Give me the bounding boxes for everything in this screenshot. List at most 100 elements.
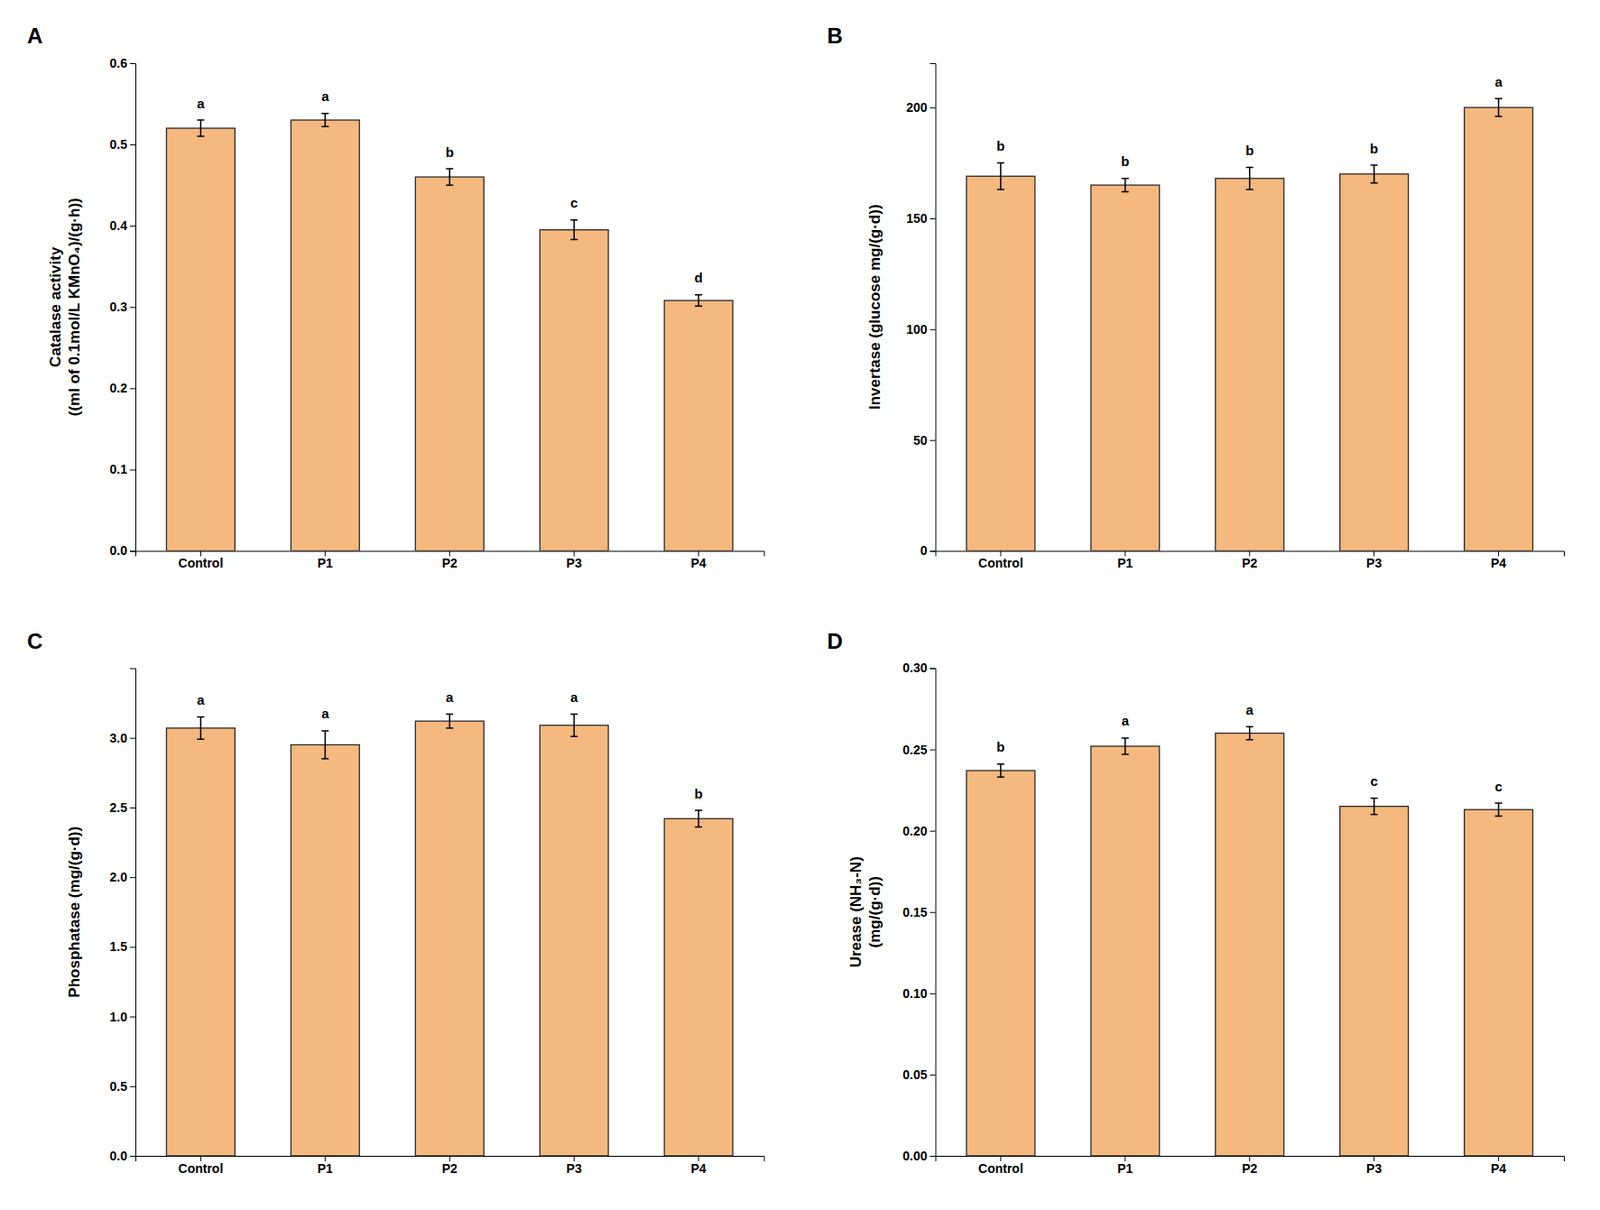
tick: P4: [1490, 551, 1507, 572]
significance-label: b: [996, 138, 1005, 154]
error-bar: [196, 120, 204, 137]
error-bar-cap: [1121, 191, 1129, 194]
tick: 1.5: [110, 939, 136, 954]
significance-label: a: [445, 689, 454, 705]
tick-label: P2: [1241, 1161, 1258, 1176]
tick-mark: [930, 831, 936, 833]
tick: 0.0: [110, 543, 136, 558]
panel: aaaab0.00.51.01.52.02.53.0ControlP1P2P3P…: [27, 628, 765, 1176]
significance-label: c: [1369, 773, 1378, 789]
significance-label: d: [694, 269, 703, 286]
tick-label: P4: [691, 555, 707, 571]
tick: P2: [1241, 551, 1258, 572]
bar: [1215, 178, 1285, 552]
error-bar: [321, 730, 329, 759]
significance-label: b: [1120, 153, 1129, 169]
tick: P3: [1366, 1156, 1382, 1176]
tick: 0.0: [110, 1148, 136, 1164]
error-bar-cap: [997, 188, 1005, 191]
error-bar-stem: [200, 120, 203, 137]
panel-label: A: [27, 23, 43, 48]
tick: P1: [1117, 1156, 1133, 1176]
significance-label: b: [445, 144, 454, 160]
tick: P2: [442, 551, 458, 572]
error-bar-cap: [570, 735, 578, 738]
tick: 0.10: [902, 986, 935, 1001]
significance-label: a: [1121, 712, 1130, 729]
tick-label: 0.25: [902, 742, 927, 758]
tick-label: 0.2: [110, 380, 129, 396]
error-bar-cap: [1246, 726, 1254, 729]
error-bar-cap: [1370, 797, 1379, 800]
tick-label: 0.4: [110, 218, 129, 233]
error-bar-stem: [1373, 165, 1376, 184]
error-bar-cap: [321, 758, 329, 760]
error-bar: [1370, 798, 1379, 815]
significance-label: a: [1494, 73, 1503, 90]
tick-mark: [930, 912, 936, 914]
tick-label: 100: [906, 322, 928, 337]
error-bar-cap: [997, 162, 1005, 165]
tick-label: 1.5: [110, 939, 129, 954]
error-bar-cap: [997, 763, 1005, 766]
tick-label: P2: [442, 555, 458, 571]
tick: 0.3: [110, 299, 136, 315]
error-bar-stem: [573, 713, 575, 737]
tick-label: 0.15: [902, 905, 927, 920]
panel: aabcd0.00.10.20.30.40.50.6ControlP1P2P3P…: [27, 23, 765, 571]
error-bar: [1121, 738, 1129, 755]
error-bar-stem: [1373, 798, 1376, 815]
error-bar-cap: [997, 776, 1005, 778]
bar: [539, 725, 609, 1157]
significance-label: b: [1245, 142, 1254, 158]
tick: 2.5: [110, 800, 136, 815]
tick-label: 0.1: [110, 462, 129, 477]
tick: 50: [913, 433, 936, 448]
bar: [290, 120, 360, 551]
y-axis-title-line: Invertase (glucose mg/(g·d)): [866, 203, 884, 410]
tick: 0.20: [902, 823, 935, 839]
error-bar-cap: [1121, 177, 1129, 180]
tick: P3: [566, 551, 583, 572]
error-bar: [694, 810, 703, 828]
axis-line: [129, 64, 137, 553]
tick-mark: [129, 738, 136, 740]
tick-mark: [129, 1156, 136, 1157]
tick-label: P3: [566, 1161, 583, 1176]
marks: [166, 713, 733, 1157]
significance-label: c: [1494, 778, 1502, 795]
bar: [166, 728, 235, 1157]
tick: P1: [1117, 551, 1133, 572]
error-bar-cap: [1370, 813, 1379, 816]
error-bar-cap: [570, 219, 578, 222]
significance-label: a: [321, 705, 330, 722]
tick: P2: [1241, 1156, 1258, 1176]
error-bar-cap: [1370, 164, 1379, 167]
error-bar: [997, 163, 1005, 190]
panel-label: D: [827, 628, 843, 654]
tick-mark: [930, 551, 936, 553]
error-bar-stem: [1498, 98, 1500, 117]
tick-label: 0.0: [110, 1148, 129, 1164]
tick-label: 0.00: [902, 1148, 927, 1164]
bar: [1091, 184, 1160, 551]
tick-label: 0: [920, 543, 928, 558]
tick-label: P3: [1366, 1161, 1382, 1176]
panel-label: B: [827, 23, 843, 48]
tick: 0.30: [902, 660, 935, 676]
tick-mark: [129, 63, 136, 65]
error-bar-cap: [1495, 98, 1503, 101]
bar: [966, 175, 1036, 551]
panel: baacc0.000.050.100.150.200.250.30Control…: [827, 628, 1565, 1176]
bar: [1215, 733, 1285, 1157]
error-bar: [570, 713, 578, 737]
tick-mark: [129, 807, 136, 809]
y-axis-title: Invertase (glucose mg/(g·d)): [866, 203, 884, 410]
significance-label: a: [1246, 702, 1255, 718]
tick-label: 0.10: [902, 986, 927, 1001]
tick: 0.00: [902, 1148, 935, 1164]
x-axis: ControlP1P2P3P4: [136, 1156, 766, 1176]
tick: 200: [906, 100, 935, 115]
x-axis: ControlP1P2P3P4: [935, 551, 1565, 572]
error-bar: [570, 220, 578, 241]
